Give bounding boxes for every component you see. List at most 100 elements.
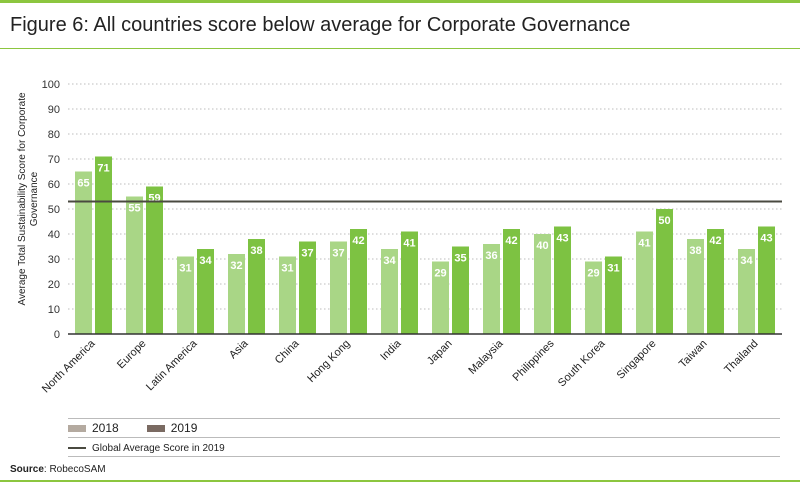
legend-average: Global Average Score in 2019 xyxy=(68,440,780,457)
y-tick-label: 70 xyxy=(48,154,60,166)
legend-label-2019: 2019 xyxy=(170,421,198,435)
bar-2019 xyxy=(350,229,367,334)
bar-value-label: 65 xyxy=(77,178,89,190)
bar-value-label: 42 xyxy=(505,235,517,247)
bar-2019 xyxy=(656,209,673,334)
bar-2019 xyxy=(554,226,571,334)
x-tick-label: Malaysia xyxy=(466,337,506,377)
bar-2019 xyxy=(146,186,163,334)
bar-value-label: 34 xyxy=(199,255,212,267)
bar-value-label: 29 xyxy=(587,268,599,280)
x-tick-label: Philippines xyxy=(511,337,557,383)
bar-value-label: 42 xyxy=(709,235,721,247)
y-tick-label: 80 xyxy=(48,129,60,141)
legend-label-average: Global Average Score in 2019 xyxy=(92,442,225,454)
legend-swatch-2019 xyxy=(146,424,165,432)
x-tick-label: Japan xyxy=(425,338,455,368)
y-tick-label: 20 xyxy=(48,279,60,291)
y-tick-label: 100 xyxy=(42,79,60,91)
bar-value-label: 31 xyxy=(607,263,619,275)
x-tick-label: India xyxy=(378,337,404,363)
bar-2018 xyxy=(279,256,296,334)
bar-value-label: 38 xyxy=(689,245,701,257)
bar-2019 xyxy=(95,156,112,334)
bar-value-label: 41 xyxy=(638,238,650,250)
bar-2019 xyxy=(299,241,316,334)
legend-swatch-2018 xyxy=(68,424,86,432)
bar-2019 xyxy=(452,246,469,334)
bar-value-label: 31 xyxy=(281,263,293,275)
x-tick-label: Hong Kong xyxy=(305,338,352,385)
x-tick-label: Latin America xyxy=(144,337,200,393)
bottom-accent-rule xyxy=(0,480,800,482)
y-tick-label: 30 xyxy=(48,254,60,266)
source-text: : RobecoSAM xyxy=(43,464,106,475)
x-tick-label: North America xyxy=(40,337,98,395)
bar-2018 xyxy=(432,261,449,334)
y-axis-title: Average Total Sustainability Score for C… xyxy=(17,92,40,306)
bar-2018 xyxy=(75,171,92,334)
bar-value-label: 35 xyxy=(454,253,466,265)
y-tick-label: 90 xyxy=(48,104,60,116)
bar-value-label: 29 xyxy=(434,268,446,280)
bar-value-label: 50 xyxy=(658,215,670,227)
y-tick-label: 40 xyxy=(48,229,60,241)
bar-2018 xyxy=(687,239,704,334)
bar-value-label: 59 xyxy=(148,193,160,205)
bar-value-label: 41 xyxy=(403,238,415,250)
bar-2018 xyxy=(228,254,245,334)
bar-2018 xyxy=(330,241,347,334)
x-tick-label: Thailand xyxy=(722,338,760,376)
bar-2019 xyxy=(758,226,775,334)
bar-2018 xyxy=(177,256,194,334)
y-tick-label: 50 xyxy=(48,204,60,216)
top-accent-rule xyxy=(0,0,800,3)
x-tick-label: Asia xyxy=(227,337,251,361)
bar-value-label: 34 xyxy=(740,255,753,267)
source-note: Source: RobecoSAM xyxy=(10,464,106,475)
legend-item-2019: 2019 xyxy=(146,421,198,435)
legend-item-2018: 2018 xyxy=(68,421,119,435)
x-tick-label: Europe xyxy=(115,338,149,372)
legend-label-2018: 2018 xyxy=(92,421,119,435)
y-tick-label: 10 xyxy=(48,304,60,316)
x-tick-label: China xyxy=(273,337,302,366)
x-tick-label: South Korea xyxy=(556,337,608,389)
bar-2019 xyxy=(401,231,418,334)
bar-value-label: 71 xyxy=(97,163,109,175)
bar-value-label: 43 xyxy=(760,233,772,245)
bar-value-label: 38 xyxy=(250,245,262,257)
bar-2019 xyxy=(248,239,265,334)
bar-value-label: 43 xyxy=(556,233,568,245)
bar-2018 xyxy=(381,249,398,334)
bar-2019 xyxy=(503,229,520,334)
bar-2019 xyxy=(605,256,622,334)
bar-2018 xyxy=(738,249,755,334)
y-tick-label: 0 xyxy=(54,329,60,341)
bar-value-label: 36 xyxy=(485,250,497,262)
legend-swatch-average xyxy=(68,447,86,449)
bar-2018 xyxy=(534,234,551,334)
bar-value-label: 32 xyxy=(230,260,242,272)
bar-value-label: 37 xyxy=(332,248,344,260)
y-tick-label: 60 xyxy=(48,179,60,191)
bar-value-label: 55 xyxy=(128,203,140,215)
source-label: Source xyxy=(10,464,44,475)
x-tick-label: Taiwan xyxy=(677,338,710,371)
figure-title: Figure 6: All countries score below aver… xyxy=(10,14,631,36)
bar-2018 xyxy=(126,196,143,334)
bar-2019 xyxy=(707,229,724,334)
title-divider xyxy=(0,48,800,49)
bar-value-label: 42 xyxy=(352,235,364,247)
bar-2018 xyxy=(483,244,500,334)
legend-item-average: Global Average Score in 2019 xyxy=(68,443,225,454)
legend-years: 2018 2019 xyxy=(68,418,780,438)
bar-2018 xyxy=(585,261,602,334)
x-tick-label: Singapore xyxy=(615,338,659,382)
bar-value-label: 37 xyxy=(301,248,313,260)
bar-value-label: 34 xyxy=(383,255,396,267)
bar-value-label: 40 xyxy=(536,240,548,252)
bar-2018 xyxy=(636,231,653,334)
bar-value-label: 31 xyxy=(179,263,191,275)
